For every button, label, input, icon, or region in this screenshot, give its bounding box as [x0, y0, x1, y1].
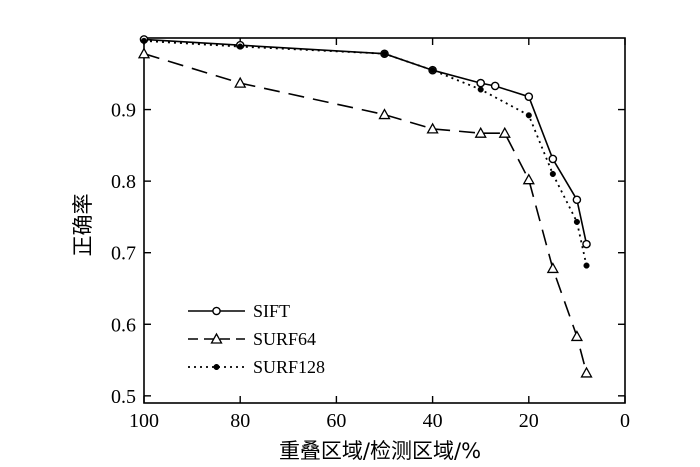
- data-point: [476, 78, 486, 88]
- data-point: [426, 122, 439, 134]
- series-surf128: [140, 37, 590, 269]
- data-point: [498, 126, 511, 138]
- data-point: [477, 86, 484, 93]
- data-point: [570, 330, 584, 342]
- data-point: [522, 173, 535, 185]
- data-point: [549, 170, 556, 178]
- y-tick-label: 0.7: [111, 243, 136, 265]
- y-tick-label: 0.5: [111, 386, 136, 408]
- legend-label: SURF64: [253, 329, 316, 349]
- x-tick-label: 20: [519, 410, 539, 432]
- legend-label: SURF128: [253, 357, 325, 377]
- data-point: [474, 126, 487, 138]
- data-point: [490, 81, 500, 91]
- x-tick-label: 40: [423, 410, 443, 432]
- series-line: [143, 40, 588, 266]
- data-point: [381, 50, 388, 57]
- data-point: [582, 239, 591, 249]
- data-point: [237, 43, 244, 50]
- legend-marker: [212, 306, 221, 316]
- y-tick-label: 0.6: [111, 314, 136, 336]
- legend-marker: [213, 363, 220, 371]
- series-surf64: [137, 47, 593, 378]
- data-point: [583, 262, 590, 269]
- axes: 100 80 60 40 20 0 0.5 0.6 0.7 0.8 0.9: [111, 37, 630, 432]
- data-point: [580, 366, 593, 378]
- series-sift: [139, 35, 591, 249]
- legend: SIFT SURF64 SURF128: [188, 301, 325, 377]
- x-tick-label: 60: [326, 410, 346, 432]
- data-point: [234, 76, 247, 88]
- y-tick-label: 0.9: [111, 100, 136, 122]
- x-tick-label: 80: [230, 410, 250, 432]
- series-line: [143, 38, 588, 245]
- x-axis-title: 重叠区域/检测区域/%: [279, 439, 481, 463]
- x-tick-label: 100: [129, 410, 159, 432]
- plot-frame: [143, 37, 626, 404]
- legend-label: SIFT: [253, 301, 290, 321]
- series-layer: [137, 35, 593, 378]
- data-point: [524, 92, 534, 101]
- data-point: [573, 218, 580, 225]
- data-point: [548, 154, 558, 164]
- data-point: [140, 37, 148, 44]
- data-point: [572, 195, 582, 205]
- y-axis-title: 正确率: [71, 194, 95, 257]
- y-tick-label: 0.8: [111, 171, 136, 193]
- series-line: [143, 52, 588, 374]
- data-point: [546, 262, 559, 274]
- data-point: [137, 47, 151, 59]
- data-point: [525, 112, 532, 119]
- legend-marker: [210, 332, 223, 344]
- x-tick-label: 0: [620, 410, 630, 432]
- data-point: [378, 108, 391, 120]
- data-point: [429, 67, 436, 74]
